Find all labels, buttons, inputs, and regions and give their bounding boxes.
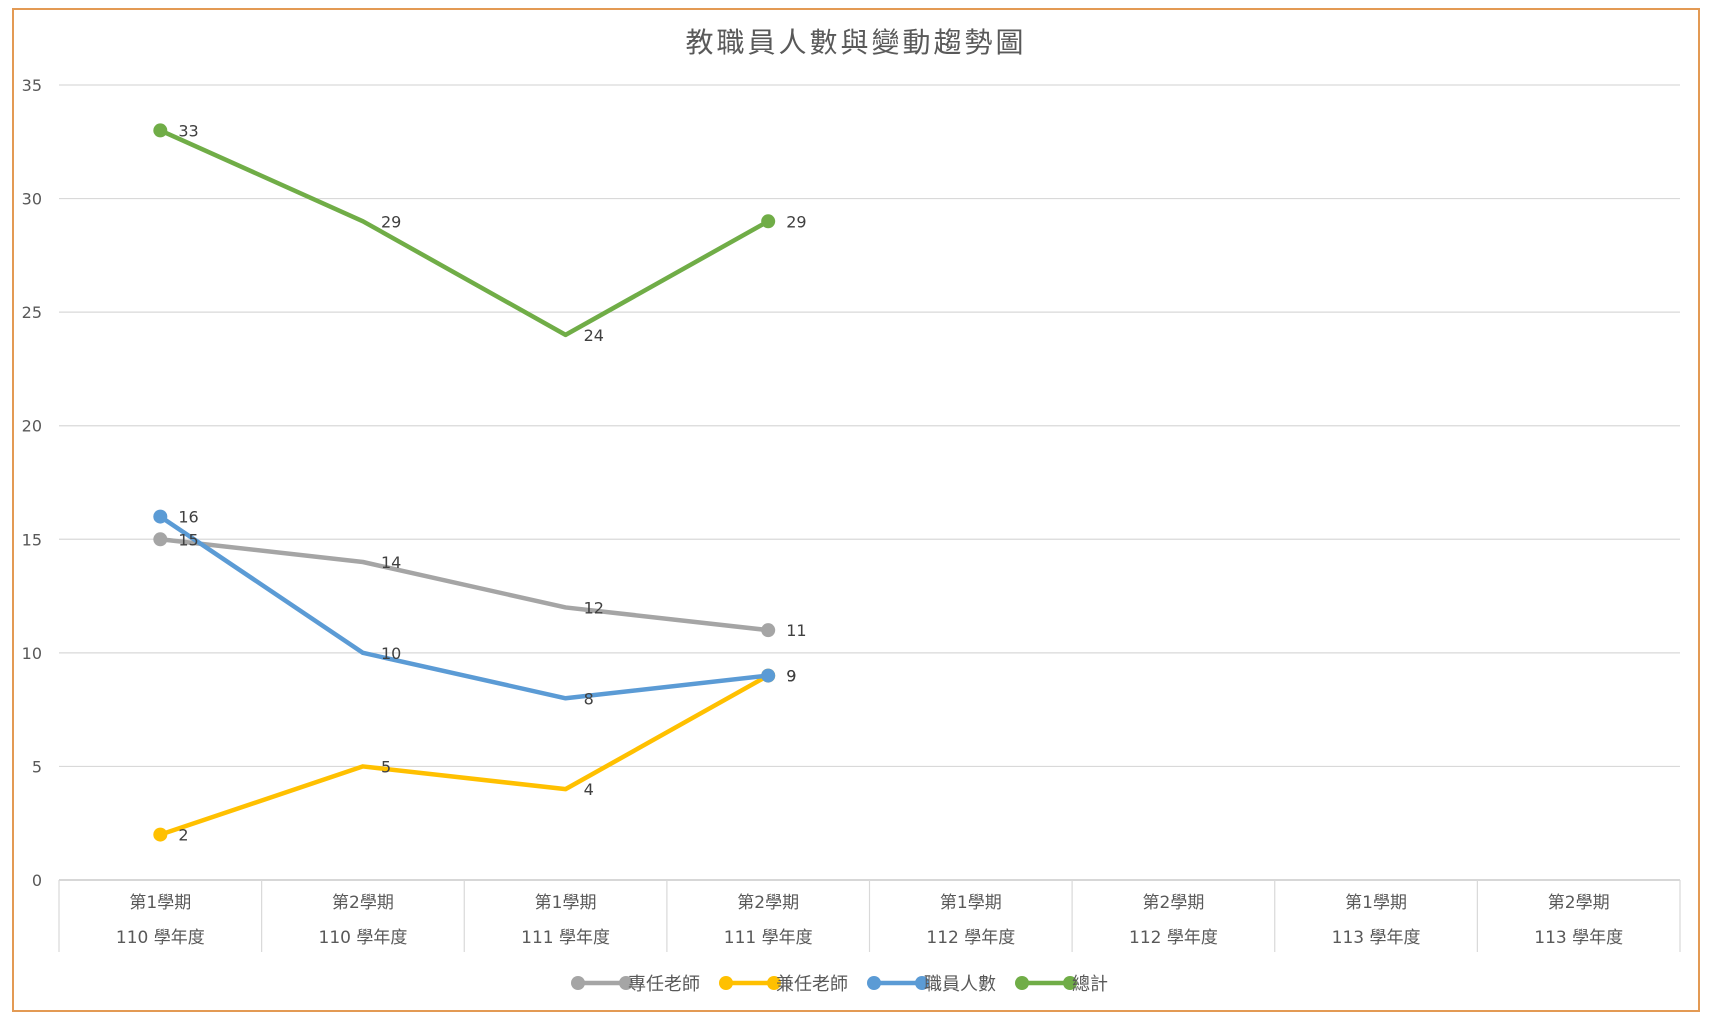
data-label: 29	[381, 212, 401, 231]
x-tick-label-semester: 第1學期	[535, 893, 597, 913]
series-line	[158, 514, 771, 701]
series-line	[158, 537, 771, 633]
legend-marker	[719, 976, 733, 990]
chart-title: 教職員人數與變動趨勢圖	[685, 26, 1026, 59]
data-point	[761, 623, 776, 638]
series-layer	[153, 123, 776, 842]
y-tick-label: 25	[22, 303, 42, 322]
x-tick-label-year: 113 學年度	[1534, 928, 1623, 948]
legend-label: 兼任老師	[776, 974, 848, 995]
y-tick-label: 5	[32, 757, 42, 776]
y-tick-label: 20	[22, 417, 42, 436]
x-tick-label-year: 111 學年度	[724, 928, 813, 948]
data-label: 9	[786, 667, 796, 686]
x-tick-label-year: 110 學年度	[116, 928, 205, 948]
x-tick-label-semester: 第2學期	[1143, 893, 1205, 913]
data-point	[153, 827, 168, 842]
x-tick-label-year: 112 學年度	[1129, 928, 1218, 948]
legend-marker	[571, 976, 585, 990]
x-tick-label-semester: 第2學期	[332, 893, 394, 913]
data-point	[153, 509, 168, 524]
y-tick-label: 35	[22, 76, 42, 95]
y-tick-label: 30	[22, 190, 42, 209]
data-point	[761, 668, 776, 683]
data-label: 15	[178, 530, 198, 549]
data-label: 2	[178, 826, 188, 845]
legend: 專任老師 兼任老師 職員人數 總計	[571, 974, 1108, 995]
legend-marker	[1063, 976, 1077, 990]
legend-label: 職員人數	[924, 974, 996, 995]
legend-label: 專任老師	[628, 974, 700, 995]
data-label: 11	[786, 621, 806, 640]
x-tick-label-semester: 第2學期	[1548, 893, 1610, 913]
legend-marker	[1015, 976, 1029, 990]
data-label: 29	[786, 212, 806, 231]
legend-label: 總計	[1072, 974, 1108, 995]
series-line	[158, 128, 771, 338]
y-tick-label: 15	[22, 530, 42, 549]
data-point	[761, 214, 776, 229]
data-label: 33	[178, 121, 198, 140]
x-tick-label-year: 110 學年度	[319, 928, 408, 948]
x-tick-label-year: 112 學年度	[926, 928, 1015, 948]
x-tick-label-semester: 第1學期	[1345, 893, 1407, 913]
x-tick-label-year: 111 學年度	[521, 928, 610, 948]
data-point	[153, 532, 168, 547]
x-tick-label-semester: 第2學期	[737, 893, 799, 913]
y-tick-label: 0	[32, 871, 42, 890]
data-label: 16	[178, 508, 198, 527]
data-label: 24	[584, 326, 604, 345]
series-line	[158, 673, 771, 837]
legend-marker	[767, 976, 781, 990]
chart-frame: 教職員人數與變動趨勢圖 0 5 10 15 20 25 30 35 第1學期 110 學年度 第2…	[12, 8, 1700, 1012]
legend-marker	[915, 976, 929, 990]
data-point	[153, 123, 168, 138]
y-axis: 0 5 10 15 20 25 30 35	[22, 76, 42, 890]
data-label: 9	[786, 667, 796, 686]
data-label: 10	[381, 644, 401, 663]
y-tick-label: 10	[22, 644, 42, 663]
data-label: 14	[381, 553, 401, 572]
x-tick-label-year: 113 學年度	[1332, 928, 1421, 948]
x-tick-label-semester: 第1學期	[129, 893, 191, 913]
legend-marker	[619, 976, 633, 990]
data-label: 8	[584, 689, 594, 708]
data-label: 4	[584, 780, 594, 799]
data-label: 5	[381, 757, 391, 776]
data-label: 12	[584, 598, 604, 617]
legend-marker	[867, 976, 881, 990]
gridlines	[59, 84, 1680, 881]
x-tick-label-semester: 第1學期	[940, 893, 1002, 913]
